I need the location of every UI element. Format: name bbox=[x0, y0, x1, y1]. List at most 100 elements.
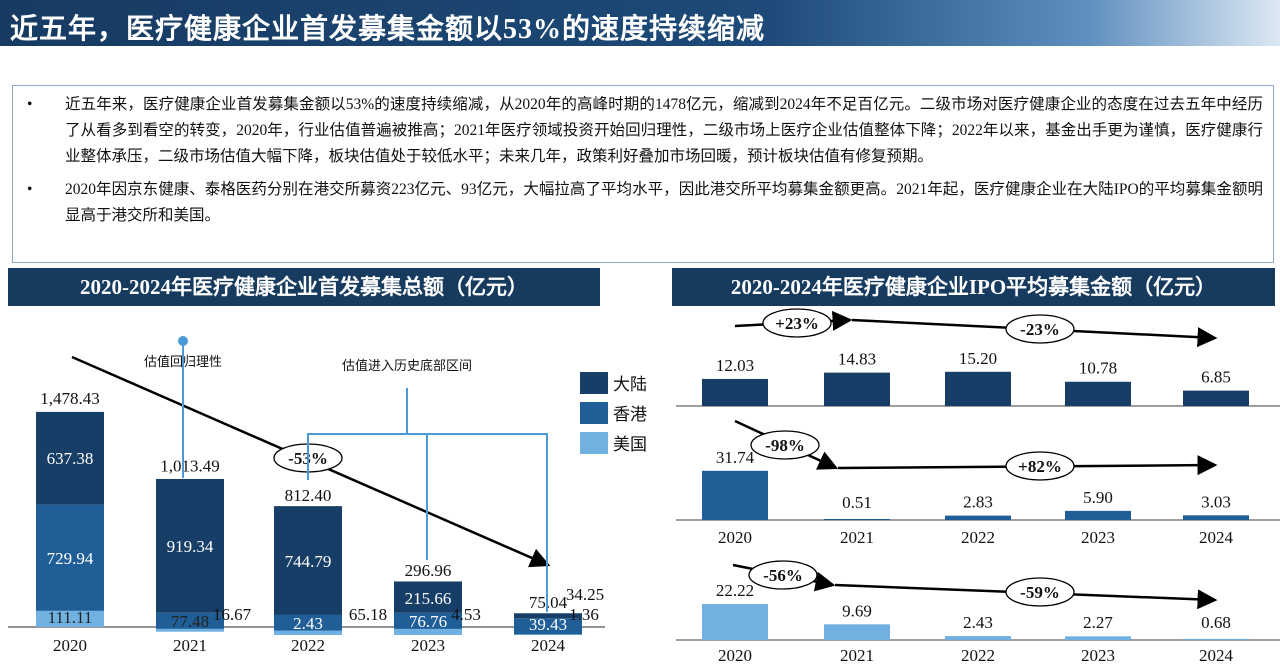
right-chart-title: 2020-2024年医疗健康企业IPO平均募集金额（亿元） bbox=[672, 268, 1275, 306]
legend-label: 香港 bbox=[613, 405, 647, 424]
x-tick-label: 2023 bbox=[411, 636, 445, 655]
bullet-icon: • bbox=[27, 96, 33, 113]
annotation-pin-dot bbox=[178, 336, 188, 346]
legend-swatch-大陆 bbox=[580, 372, 608, 394]
bar-美国 bbox=[702, 604, 768, 640]
segment-label-香港: 39.43 bbox=[529, 615, 567, 634]
data-label: 22.22 bbox=[716, 581, 754, 600]
bar-香港 bbox=[1065, 510, 1131, 520]
change-label-ellipse bbox=[748, 560, 818, 590]
total-label: 75.04 bbox=[529, 593, 568, 612]
bar-segment-大陆 bbox=[274, 506, 342, 615]
total-label: 812.40 bbox=[285, 486, 332, 505]
segment-label-香港: 76.76 bbox=[409, 612, 447, 631]
bar-美国 bbox=[945, 636, 1011, 640]
data-label: 12.03 bbox=[716, 356, 754, 375]
bar-segment-香港 bbox=[274, 614, 342, 631]
bar-香港 bbox=[824, 519, 890, 520]
page-title: 近五年，医疗健康企业首发募集金额以53%的速度持续缩减 bbox=[0, 0, 1280, 46]
data-label: 2.43 bbox=[963, 613, 993, 632]
x-tick-label: 2023 bbox=[1081, 528, 1115, 547]
total-label: 1,478.43 bbox=[40, 389, 100, 408]
segment-label-香港: 729.94 bbox=[47, 549, 94, 568]
bar-大陆 bbox=[702, 378, 768, 406]
bullet-text: 近五年来，医疗健康企业首发募集金额以53%的速度持续缩减，从2020年的高峰时期… bbox=[65, 96, 1263, 165]
bar-大陆 bbox=[1183, 390, 1249, 406]
data-label: 0.68 bbox=[1201, 613, 1231, 632]
summary-bullet: • 2020年因京东健康、泰格医药分别在港交所募资223亿元、93亿元，大幅拉高… bbox=[27, 177, 1263, 229]
change-label: -98% bbox=[765, 436, 805, 455]
x-tick-label: 2024 bbox=[531, 636, 566, 655]
change-label: +23% bbox=[775, 314, 819, 333]
bar-美国 bbox=[1183, 638, 1249, 640]
x-tick-label: 2021 bbox=[840, 646, 874, 665]
segment-label-大陆: 34.25 bbox=[566, 585, 604, 604]
data-label: 15.20 bbox=[959, 349, 997, 368]
summary-box: • 近五年来，医疗健康企业首发募集金额以53%的速度持续缩减，从2020年的高峰… bbox=[12, 85, 1274, 263]
bullet-icon: • bbox=[27, 181, 33, 198]
data-label: 2.83 bbox=[963, 493, 993, 512]
segment-label-香港: 16.67 bbox=[213, 605, 252, 624]
bar-segment-大陆 bbox=[394, 581, 462, 613]
bar-segment-香港 bbox=[36, 504, 104, 611]
x-tick-label: 2020 bbox=[718, 528, 752, 547]
total-label: 1,013.49 bbox=[160, 457, 220, 476]
data-label: 9.69 bbox=[842, 601, 872, 620]
annotation-note: 估值进入历史底部区间 bbox=[342, 358, 472, 373]
bar-香港 bbox=[702, 470, 768, 520]
segment-label-大陆: 919.34 bbox=[167, 537, 214, 556]
change-label: -56% bbox=[763, 566, 803, 585]
x-tick-label: 2023 bbox=[1081, 646, 1115, 665]
data-label: 6.85 bbox=[1201, 368, 1231, 387]
x-tick-label: 2022 bbox=[961, 646, 995, 665]
summary-bullet: • 近五年来，医疗健康企业首发募集金额以53%的速度持续缩减，从2020年的高峰… bbox=[27, 92, 1263, 170]
segment-label-美国: 4.53 bbox=[451, 605, 481, 624]
x-tick-label: 2020 bbox=[718, 646, 752, 665]
legend-swatch-美国 bbox=[580, 432, 608, 454]
total-label: 296.96 bbox=[405, 561, 452, 580]
legend-swatch-香港 bbox=[580, 402, 608, 424]
x-tick-label: 2024 bbox=[1199, 528, 1234, 547]
bar-大陆 bbox=[824, 372, 890, 406]
data-label: 0.51 bbox=[842, 493, 872, 512]
annotation-note: 估值回归理性 bbox=[144, 354, 222, 369]
x-tick-label: 2020 bbox=[53, 636, 87, 655]
change-label: -23% bbox=[1020, 320, 1060, 339]
segment-label-美国: 77.48 bbox=[171, 612, 209, 631]
data-label: 3.03 bbox=[1201, 492, 1231, 511]
bar-segment-大陆 bbox=[514, 613, 582, 619]
bar-美国 bbox=[1065, 636, 1131, 640]
bar-segment-香港 bbox=[156, 612, 224, 629]
change-label-ellipse bbox=[1005, 314, 1075, 344]
data-label: 31.74 bbox=[716, 448, 755, 467]
data-label: 10.78 bbox=[1079, 359, 1117, 378]
bullet-text: 2020年因京东健康、泰格医药分别在港交所募资223亿元、93亿元，大幅拉高了平… bbox=[65, 181, 1263, 224]
bar-香港 bbox=[945, 515, 1011, 520]
change-label: -59% bbox=[1020, 583, 1060, 602]
legend-label: 美国 bbox=[613, 435, 647, 454]
bar-大陆 bbox=[945, 371, 1011, 406]
left-chart-title: 2020-2024年医疗健康企业首发募集总额（亿元） bbox=[8, 268, 600, 306]
bar-大陆 bbox=[1065, 381, 1131, 406]
segment-label-美国: 2.43 bbox=[293, 614, 323, 633]
segment-label-美国: 1.36 bbox=[569, 605, 599, 624]
x-tick-label: 2022 bbox=[961, 528, 995, 547]
change-label-ellipse bbox=[1005, 577, 1075, 607]
x-tick-label: 2024 bbox=[1199, 646, 1234, 665]
x-tick-label: 2021 bbox=[840, 528, 874, 547]
change-label-ellipse bbox=[762, 308, 832, 338]
data-label: 2.27 bbox=[1083, 613, 1113, 632]
segment-label-大陆: 637.38 bbox=[47, 449, 94, 468]
bar-segment-香港 bbox=[514, 618, 582, 635]
bar-segment-美国 bbox=[36, 610, 104, 627]
change-label: +82% bbox=[1018, 457, 1062, 476]
segment-label-美国: 111.11 bbox=[48, 608, 93, 627]
data-label: 5.90 bbox=[1083, 488, 1113, 507]
segment-label-香港: 65.18 bbox=[349, 605, 387, 624]
x-tick-label: 2022 bbox=[291, 636, 325, 655]
legend-label: 大陆 bbox=[613, 375, 647, 394]
bar-segment-大陆 bbox=[156, 478, 224, 613]
bar-segment-大陆 bbox=[36, 411, 104, 505]
x-tick-label: 2021 bbox=[173, 636, 207, 655]
